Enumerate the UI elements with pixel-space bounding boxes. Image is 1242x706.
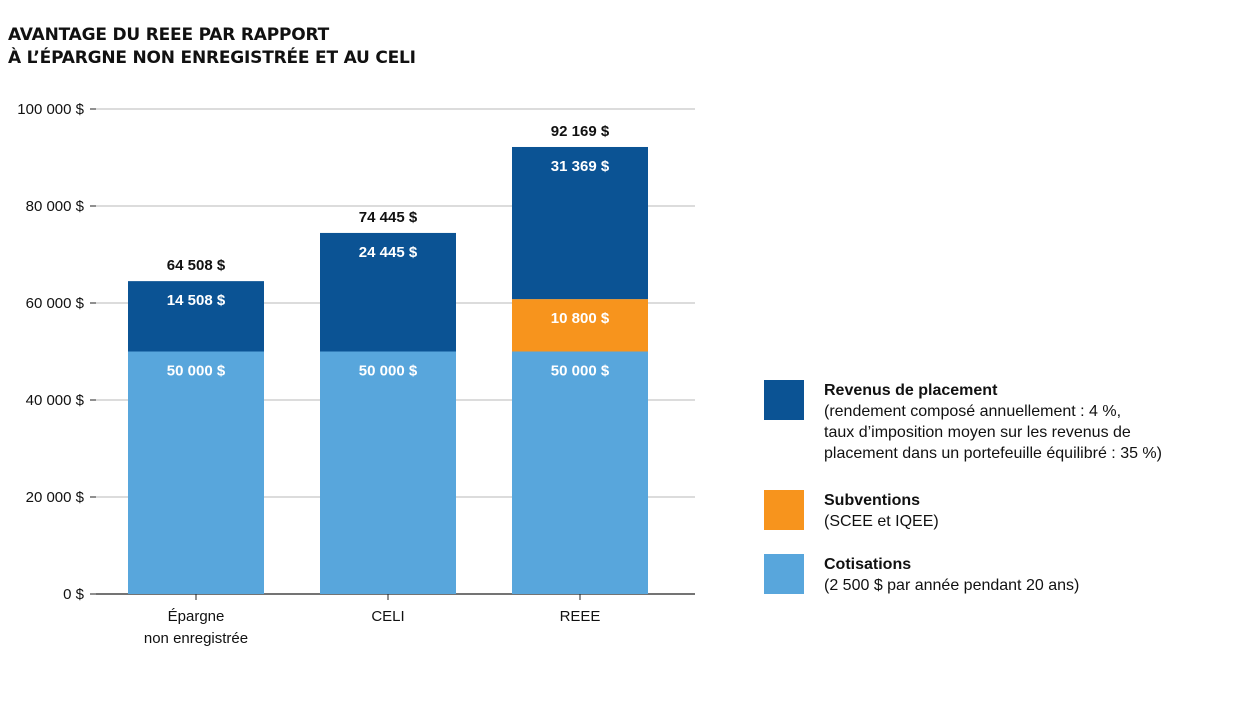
x-tick-label: REEE (560, 608, 601, 625)
chart-title-line-2: À L’ÉPARGNE NON ENREGISTRÉE ET AU CELI (8, 48, 416, 68)
legend-label-revenus: Revenus de placement (824, 382, 998, 399)
legend-desc-revenus-3: placement dans un portefeuille équilibré… (824, 445, 1162, 462)
legend-swatch-cotisations (764, 554, 804, 594)
chart-title: AVANTAGE DU REEE PAR RAPPORT À L’ÉPARGNE… (8, 24, 416, 70)
bar-segment (512, 146, 648, 300)
legend-swatch-revenus (764, 380, 804, 420)
legend-desc-subventions: (SCEE et IQEE) (824, 513, 939, 530)
bar-value-label: 24 445 $ (359, 244, 418, 261)
y-tick-label: 60 000 $ (26, 295, 85, 312)
legend-desc-cotisations: (2 500 $ par année pendant 20 ans) (824, 577, 1080, 594)
bar-segment (320, 232, 456, 352)
chart-title-line-1: AVANTAGE DU REEE PAR RAPPORT (8, 25, 329, 45)
bar-segment (128, 281, 264, 352)
bar-segment (512, 351, 648, 594)
bar-value-label: 50 000 $ (167, 363, 226, 380)
y-tick-label: 0 $ (63, 586, 85, 603)
legend-label-subventions: Subventions (824, 492, 921, 509)
y-tick-label: 40 000 $ (26, 392, 85, 409)
legend-desc-revenus-2: taux d’imposition moyen sur les revenus … (824, 424, 1131, 441)
legend-desc-revenus-1: (rendement composé annuellement : 4 %, (824, 403, 1122, 420)
bar-total-label: 64 508 $ (167, 257, 226, 274)
x-tick-label: non enregistrée (144, 630, 248, 647)
bar-segment (128, 351, 264, 594)
y-tick-label: 80 000 $ (26, 198, 85, 215)
bar-value-label: 50 000 $ (551, 363, 610, 380)
y-tick-label: 100 000 $ (17, 101, 84, 118)
x-tick-label: Épargne (168, 608, 225, 625)
bar-total-label: 92 169 $ (551, 123, 610, 140)
y-tick-label: 20 000 $ (26, 489, 85, 506)
legend-swatch-subventions (764, 490, 804, 530)
bar-segment (320, 351, 456, 594)
bar-segment (512, 299, 648, 352)
bar-total-label: 74 445 $ (359, 209, 418, 226)
bar-value-label: 50 000 $ (359, 363, 418, 380)
bar-value-label: 31 369 $ (551, 158, 610, 175)
bar-value-label: 14 508 $ (167, 292, 226, 309)
legend-label-cotisations: Cotisations (824, 556, 912, 573)
bar-value-label: 10 800 $ (551, 310, 610, 327)
x-tick-label: CELI (371, 608, 404, 625)
